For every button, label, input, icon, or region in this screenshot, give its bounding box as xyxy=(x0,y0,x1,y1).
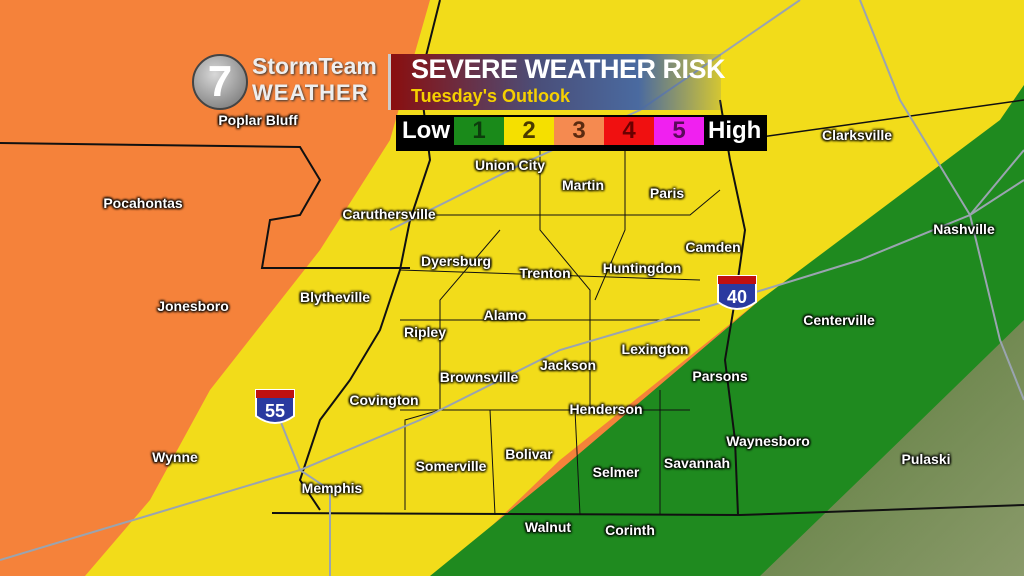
scale-level-5: 5 xyxy=(654,117,704,145)
scale-level-1: 1 xyxy=(454,117,504,145)
scale-low-label: Low xyxy=(402,117,450,144)
risk-area-yellow xyxy=(85,0,1024,576)
city-label: Selmer xyxy=(592,464,640,480)
scale-level-2: 2 xyxy=(504,117,554,145)
scale-high-label: High xyxy=(708,117,762,144)
city-label: Jackson xyxy=(539,357,597,373)
city-label: Ripley xyxy=(403,324,447,340)
stormteam-weather-logo: 7 StormTeam WEATHER xyxy=(192,52,387,110)
city-label: Pocahontas xyxy=(103,195,183,211)
scale-level-3: 3 xyxy=(554,117,604,145)
city-label: Brownsville xyxy=(439,369,519,385)
city-label: Wynne xyxy=(152,449,198,465)
interstate-55-label: 55 xyxy=(265,401,285,421)
city-label: Centerville xyxy=(803,312,875,328)
interstate-40-label: 40 xyxy=(727,287,747,307)
city-label: Jonesboro xyxy=(157,298,229,314)
city-label: Blytheville xyxy=(299,289,371,305)
city-label: Huntingdon xyxy=(602,260,682,276)
logo-line1: StormTeam xyxy=(252,53,377,79)
city-label: Waynesboro xyxy=(726,433,810,449)
city-label: Caruthersville xyxy=(342,206,436,222)
city-label: Savannah xyxy=(663,455,731,471)
city-label: Somerville xyxy=(415,458,487,474)
city-label: Henderson xyxy=(569,401,643,417)
city-label: Covington xyxy=(349,392,419,408)
city-label: Martin xyxy=(562,177,604,193)
city-label: Poplar Bluff xyxy=(218,112,298,128)
city-label: Dyersburg xyxy=(420,253,492,269)
city-label: Alamo xyxy=(483,307,527,323)
city-label: Clarksville xyxy=(821,127,893,143)
risk-area-green xyxy=(430,85,1024,576)
title: SEVERE WEATHER RISK xyxy=(411,54,726,84)
scale-level-4: 4 xyxy=(604,117,654,145)
city-label: Walnut xyxy=(524,519,572,535)
city-label: Corinth xyxy=(605,522,655,538)
subtitle: Tuesday's Outlook xyxy=(411,86,570,106)
city-label: Paris xyxy=(649,185,685,201)
channel-7-logo: 7 xyxy=(192,54,248,110)
city-label: Memphis xyxy=(301,480,363,496)
city-label: Nashville xyxy=(933,221,995,237)
city-label: Pulaski xyxy=(901,451,951,467)
interstate-55-shield: 55 xyxy=(255,389,295,424)
logo-line2: WEATHER xyxy=(252,80,369,105)
risk-scale-legend: Low 1 2 3 4 5 High xyxy=(396,115,768,151)
city-label: Parsons xyxy=(692,368,748,384)
interstate-40-shield: 40 xyxy=(717,275,757,310)
title-banner: SEVERE WEATHER RISK Tuesday's Outlook xyxy=(388,54,726,110)
city-label: Lexington xyxy=(621,341,689,357)
city-label: Union City xyxy=(475,157,545,173)
city-label: Bolivar xyxy=(505,446,553,462)
city-label: Trenton xyxy=(519,265,571,281)
satellite-area xyxy=(760,320,1024,576)
city-label: Camden xyxy=(685,239,741,255)
